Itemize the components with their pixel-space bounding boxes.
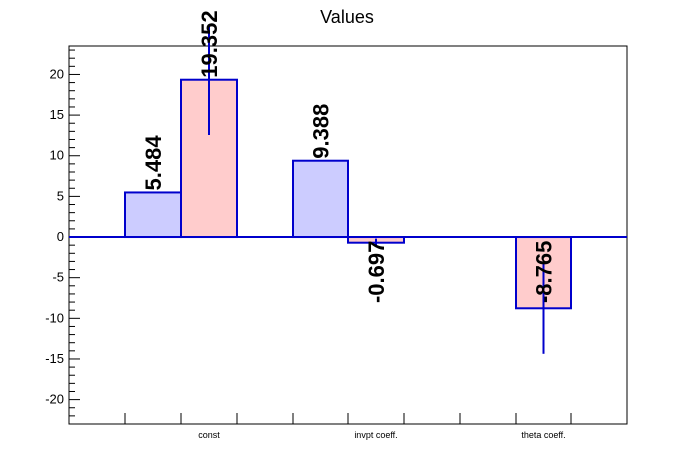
bar xyxy=(124,191,182,239)
x-category-label: invpt coeff. xyxy=(354,430,397,440)
y-tick-label: 20 xyxy=(50,66,64,81)
chart-title: Values xyxy=(320,7,374,27)
y-tick-label: 10 xyxy=(50,148,64,163)
x-category-label: theta coeff. xyxy=(521,430,565,440)
data-label: 19.352 xyxy=(197,10,222,77)
y-tick-label: -10 xyxy=(45,310,64,325)
data-label: -0.697 xyxy=(364,241,389,303)
y-tick-label: 15 xyxy=(50,107,64,122)
data-label: 9.388 xyxy=(309,104,334,159)
y-tick-label: -5 xyxy=(52,270,64,285)
y-tick-label: 0 xyxy=(57,229,64,244)
bar xyxy=(292,159,349,239)
x-category-label: const xyxy=(198,430,220,440)
y-tick-label: 5 xyxy=(57,188,64,203)
y-tick-label: -15 xyxy=(45,351,64,366)
data-label: -8.765 xyxy=(532,241,557,303)
y-tick-label: -20 xyxy=(45,392,64,407)
data-label: 5.484 xyxy=(141,135,166,191)
